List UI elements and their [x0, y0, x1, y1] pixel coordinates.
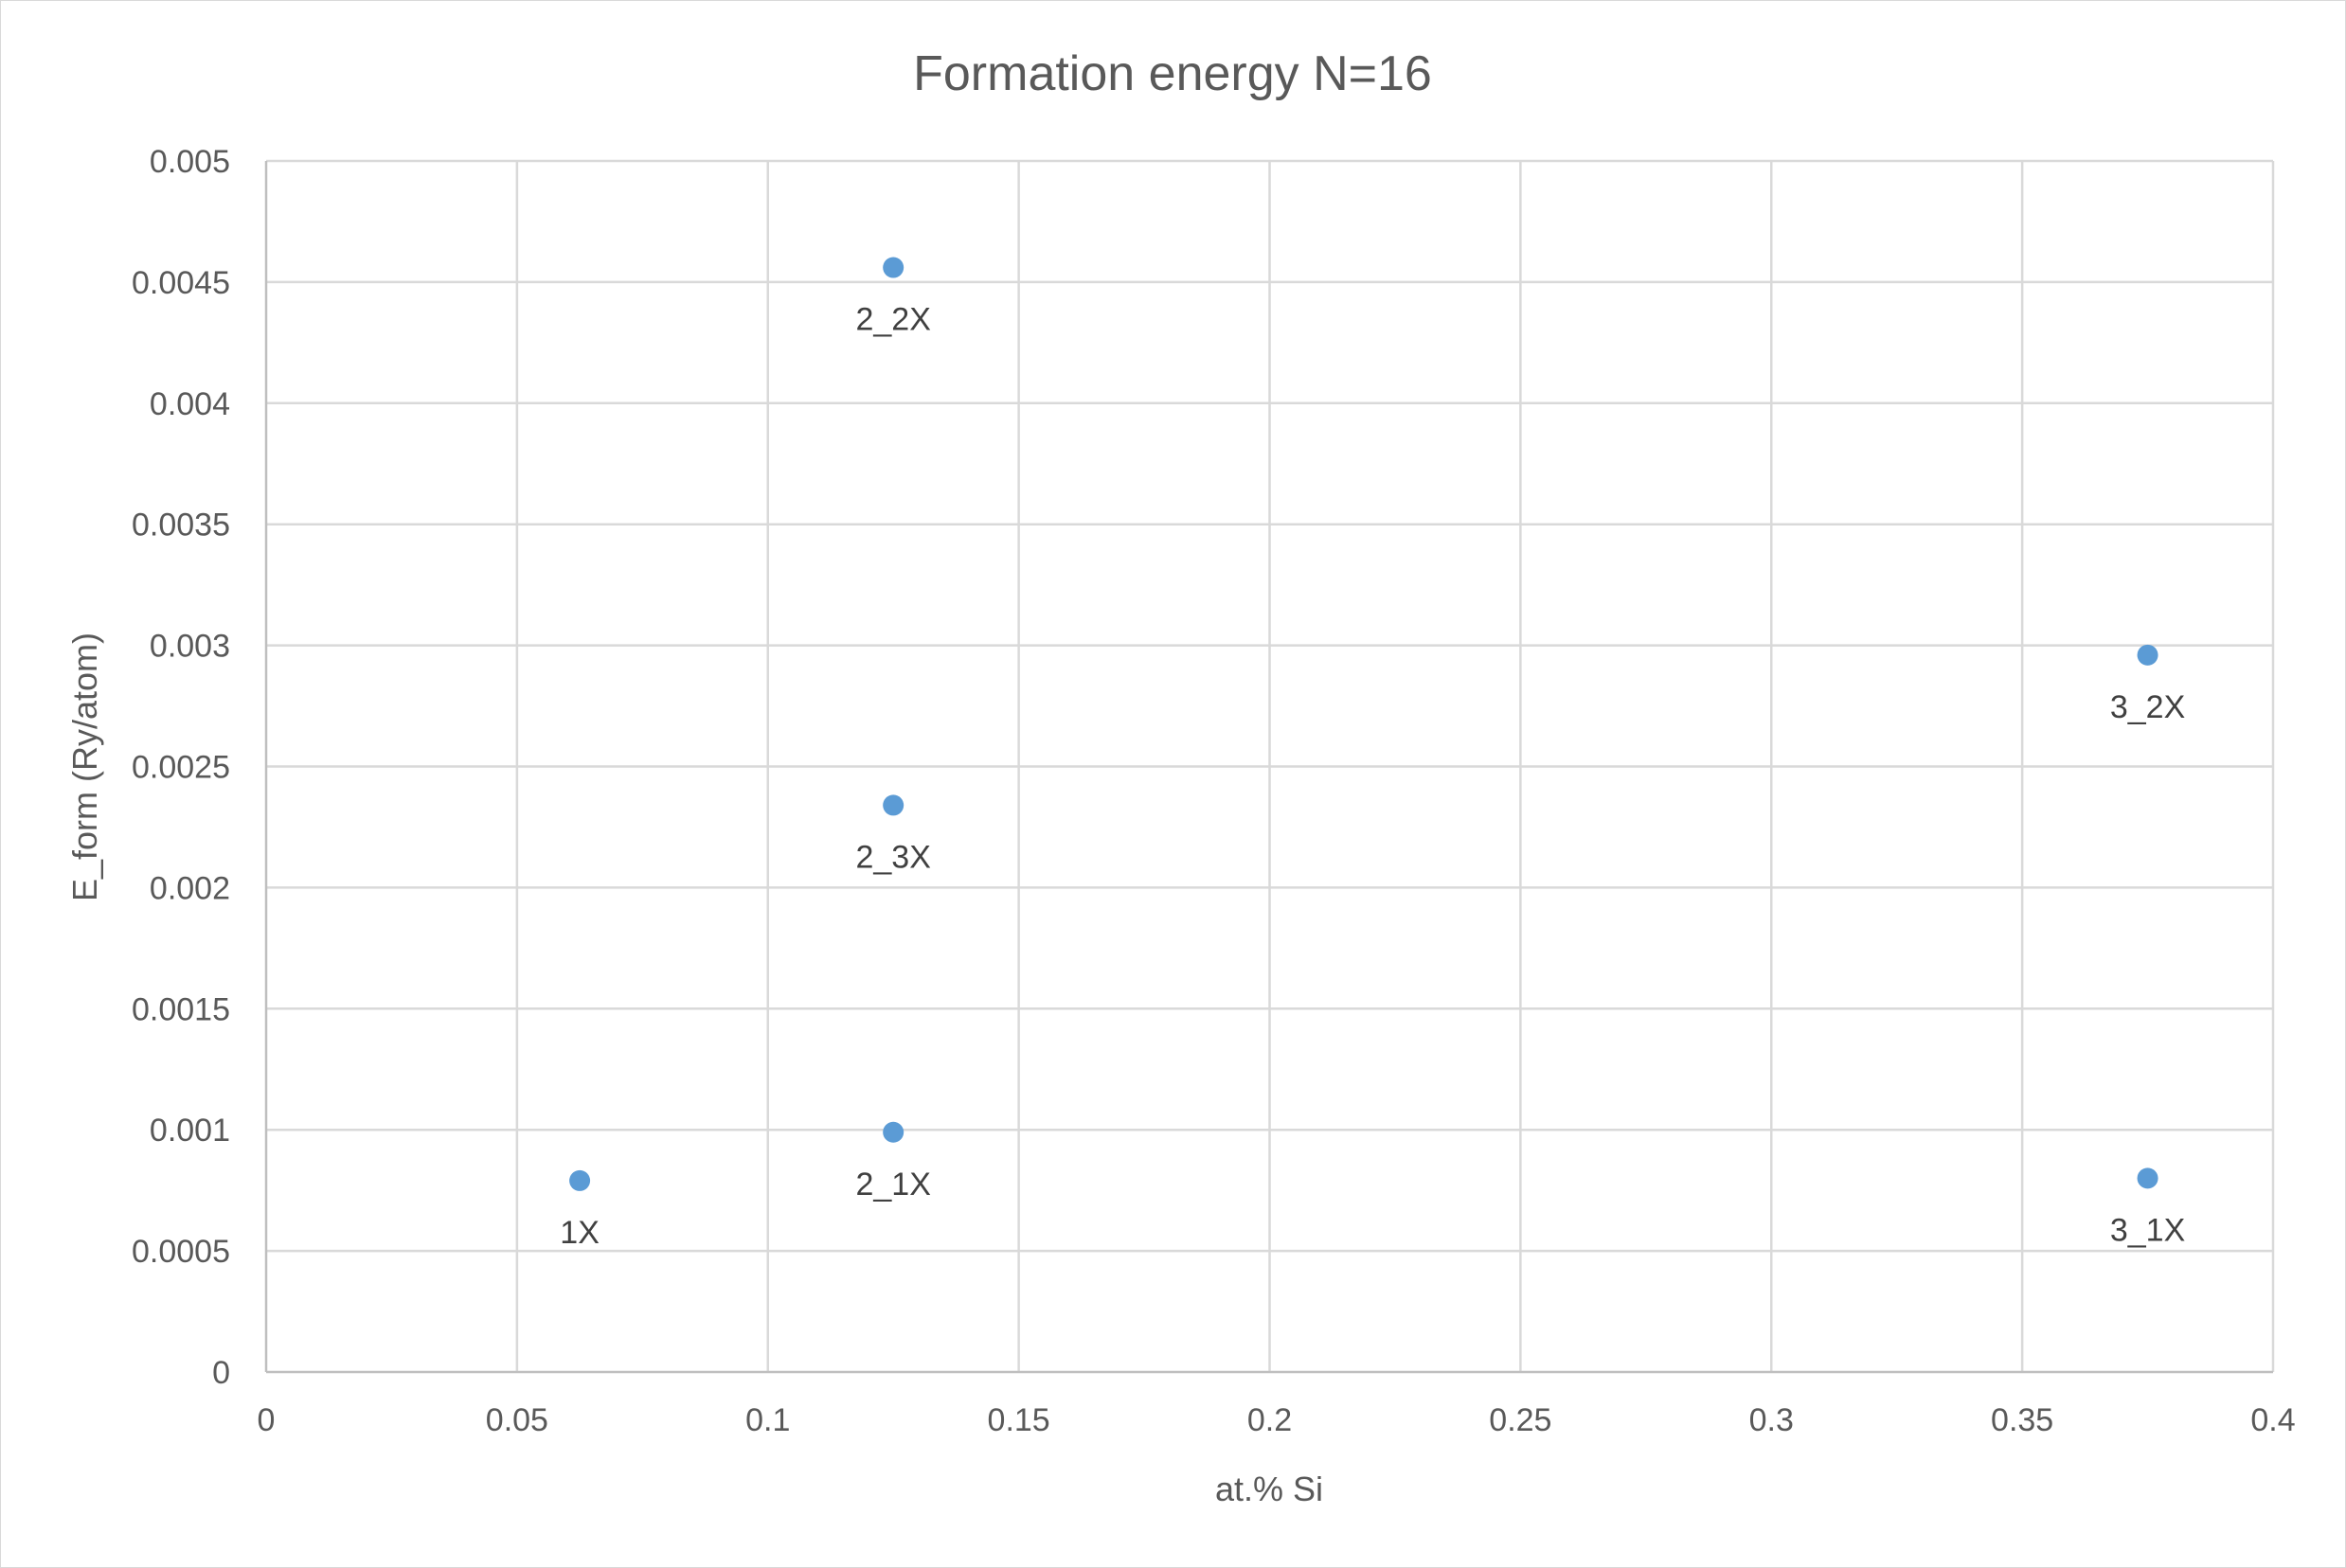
- x-tick-label: 0.05: [486, 1402, 548, 1438]
- data-label: 2_1X: [855, 1167, 930, 1203]
- y-tick-label: 0.0025: [132, 750, 230, 786]
- y-tick-label: 0.005: [150, 144, 230, 180]
- y-tick-labels: 0 0.0005 0.001 0.0015 0.002 0.0025 0.003 0.0035…: [132, 144, 230, 1391]
- data-point: [883, 1121, 904, 1143]
- data-label: 2_3X: [855, 839, 930, 875]
- x-tick-label: 0: [258, 1402, 276, 1438]
- data-points: [569, 257, 2158, 1191]
- gridlines: [266, 159, 2275, 1372]
- x-tick-labels: 0 0.05 0.1 0.15 0.2 0.25 0.3 0.35 0.4: [258, 1402, 2296, 1438]
- y-tick-label: 0.0015: [132, 991, 230, 1027]
- data-point: [2137, 1167, 2158, 1189]
- chart-title: Formation energy N=16: [913, 46, 1432, 101]
- data-labels: 1X 2_1X 2_2X 2_3X 3_1X 3_2X: [560, 302, 2185, 1251]
- y-tick-label: 0.0005: [132, 1234, 230, 1270]
- x-tick-label: 0.25: [1489, 1402, 1551, 1438]
- x-tick-label: 0.35: [1991, 1402, 2053, 1438]
- x-tick-label: 0.1: [745, 1402, 790, 1438]
- data-label: 3_1X: [2110, 1212, 2185, 1248]
- data-point: [883, 794, 904, 816]
- x-tick-label: 0.2: [1247, 1402, 1292, 1438]
- data-label: 1X: [560, 1215, 600, 1251]
- y-tick-label: 0.001: [150, 1113, 230, 1149]
- y-axis-title: E_form (Ry/atom): [65, 633, 104, 901]
- y-tick-label: 0.003: [150, 629, 230, 665]
- data-label: 3_2X: [2110, 689, 2185, 725]
- data-point: [2137, 644, 2158, 666]
- y-tick-label: 0.0035: [132, 508, 230, 543]
- y-tick-label: 0.004: [150, 386, 230, 422]
- y-tick-label: 0: [212, 1355, 230, 1391]
- data-point: [569, 1169, 591, 1191]
- x-tick-label: 0.3: [1749, 1402, 1794, 1438]
- x-axis-title: at.% Si: [1215, 1470, 1323, 1508]
- y-tick-label: 0.0045: [132, 265, 230, 301]
- data-point: [883, 257, 904, 278]
- data-label: 2_2X: [855, 302, 930, 338]
- x-tick-label: 0.15: [988, 1402, 1050, 1438]
- y-tick-label: 0.002: [150, 870, 230, 906]
- x-tick-label: 0.4: [2250, 1402, 2295, 1438]
- axes: [264, 161, 2273, 1374]
